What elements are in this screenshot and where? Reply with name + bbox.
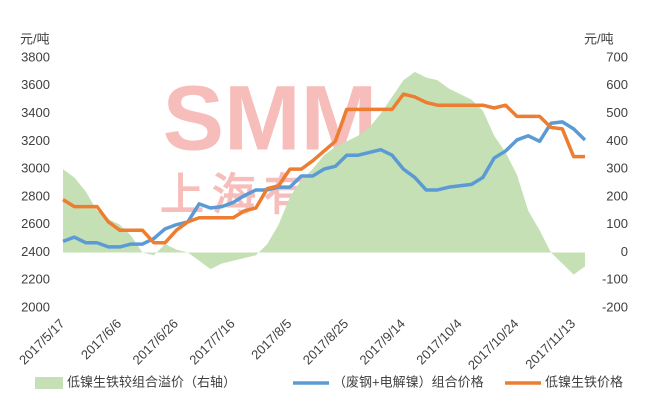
x-tick-label: 2017/11/13 [522, 316, 578, 372]
y-unit: 元/吨 [20, 31, 50, 46]
y-tick-label: 3000 [21, 161, 50, 176]
legend-label: 低镍生铁价格 [545, 374, 623, 389]
y2-tick-label: -100 [602, 272, 628, 287]
x-tick-label: 2017/5/17 [16, 316, 68, 368]
x-tick-label: 2017/10/24 [465, 316, 522, 373]
legend-label: （废钢+电解镍）组合价格 [333, 374, 484, 389]
y2-tick-label: 0 [621, 244, 628, 259]
x-tick-label: 2017/10/4 [413, 316, 465, 368]
y-tick-label: 2600 [21, 216, 50, 231]
y-tick-label: 3600 [21, 77, 50, 92]
y-tick-label: 3200 [21, 133, 50, 148]
x-tick-label: 2017/8/5 [248, 316, 294, 362]
y2-tick-label: 400 [606, 133, 628, 148]
area [63, 71, 585, 275]
y-tick-label: 2800 [21, 188, 50, 203]
x-tick-label: 2017/8/25 [300, 316, 352, 368]
y2-tick-label: -200 [602, 299, 628, 314]
y-tick-label: 3800 [21, 49, 50, 64]
legend-label: 低镍生铁较组合溢价（右轴） [67, 374, 236, 389]
y2-tick-label: 300 [606, 161, 628, 176]
y-tick-label: 3400 [21, 105, 50, 120]
x-tick-label: 2017/6/6 [78, 316, 124, 362]
y-tick-label: 2400 [21, 244, 50, 259]
y2-unit: 元/吨 [584, 31, 614, 46]
x-tick-label: 2017/7/16 [186, 316, 238, 368]
x-tick-label: 2017/6/26 [130, 316, 182, 368]
legend-swatch [35, 377, 63, 389]
line [62, 92, 585, 245]
y2-tick-label: 700 [606, 49, 628, 64]
x-tick-label: 2017/9/14 [356, 316, 408, 368]
y2-tick-label: 200 [606, 188, 628, 203]
y-tick-label: 2000 [21, 299, 50, 314]
y-tick-label: 2200 [21, 272, 50, 287]
y2-tick-label: 100 [606, 216, 628, 231]
y2-tick-label: 500 [606, 105, 628, 120]
y2-tick-label: 600 [606, 77, 628, 92]
